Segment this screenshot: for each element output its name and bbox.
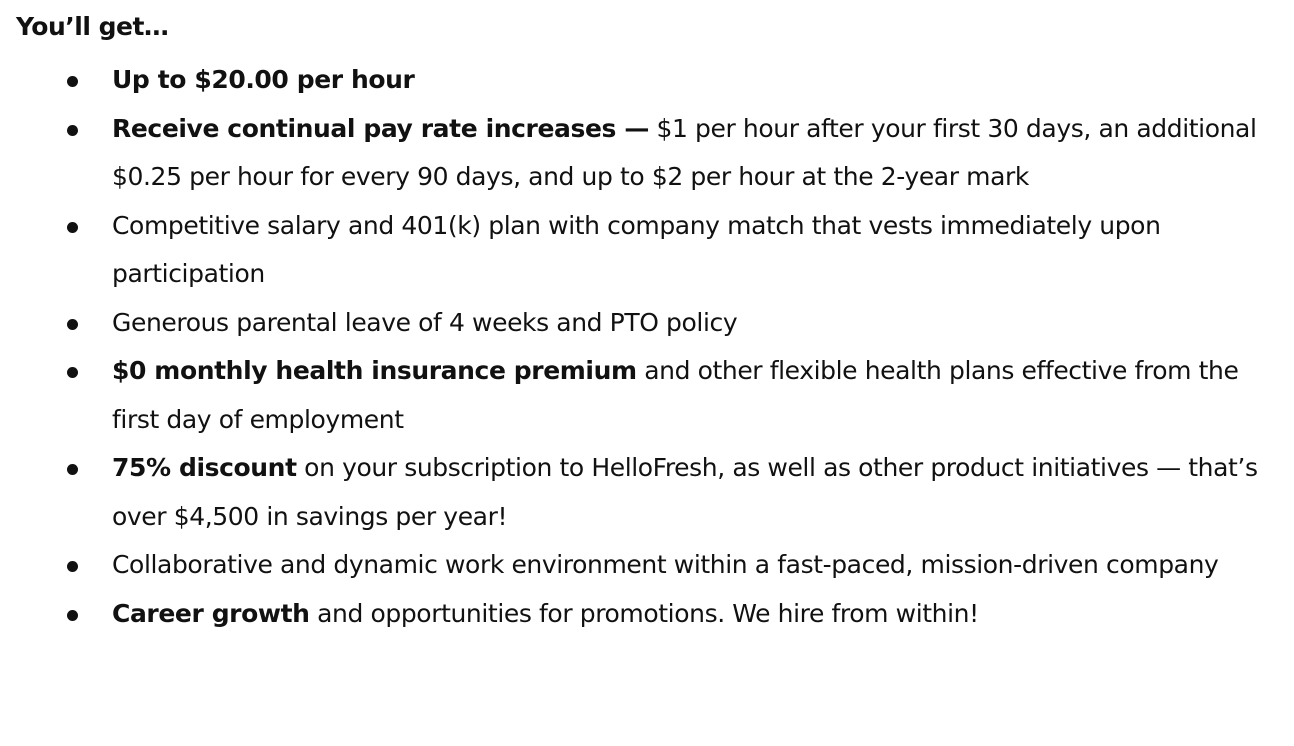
- section-heading: You’ll get…: [16, 12, 169, 41]
- item-bold: Career growth: [112, 598, 310, 628]
- list-item: 75% discount on your subscription to Hel…: [67, 444, 1292, 541]
- list-item: Collaborative and dynamic work environme…: [67, 541, 1292, 590]
- list-item: Competitive salary and 401(k) plan with …: [67, 202, 1292, 299]
- list-item: Generous parental leave of 4 weeks and P…: [67, 299, 1292, 348]
- list-item: Receive continual pay rate increases — $…: [67, 105, 1292, 202]
- item-text: Generous parental leave of 4 weeks and P…: [112, 307, 738, 337]
- item-bold: Receive continual pay rate increases —: [112, 113, 649, 143]
- list-item: $0 monthly health insurance premium and …: [67, 347, 1292, 444]
- item-bold: Up to $20.00 per hour: [112, 65, 415, 94]
- item-text: Competitive salary and 401(k) plan with …: [112, 210, 1161, 289]
- item-bold: $0 monthly health insurance premium: [112, 356, 637, 385]
- list-item: Up to $20.00 per hour: [67, 56, 1292, 105]
- item-text: and other flexible health plans effectiv…: [112, 356, 1239, 434]
- benefits-list: Up to $20.00 per hour Receive continual …: [60, 56, 1292, 638]
- list-item: Career growth and opportunities for prom…: [67, 590, 1292, 639]
- item-text: Collaborative and dynamic work environme…: [112, 550, 1219, 579]
- item-text: on your subscription to HelloFresh, as w…: [112, 453, 1258, 531]
- item-text: $1 per hour after your first 30 days, an…: [112, 113, 1257, 192]
- item-bold: 75% discount: [112, 453, 297, 482]
- item-text: and opportunities for promotions. We hir…: [309, 598, 979, 628]
